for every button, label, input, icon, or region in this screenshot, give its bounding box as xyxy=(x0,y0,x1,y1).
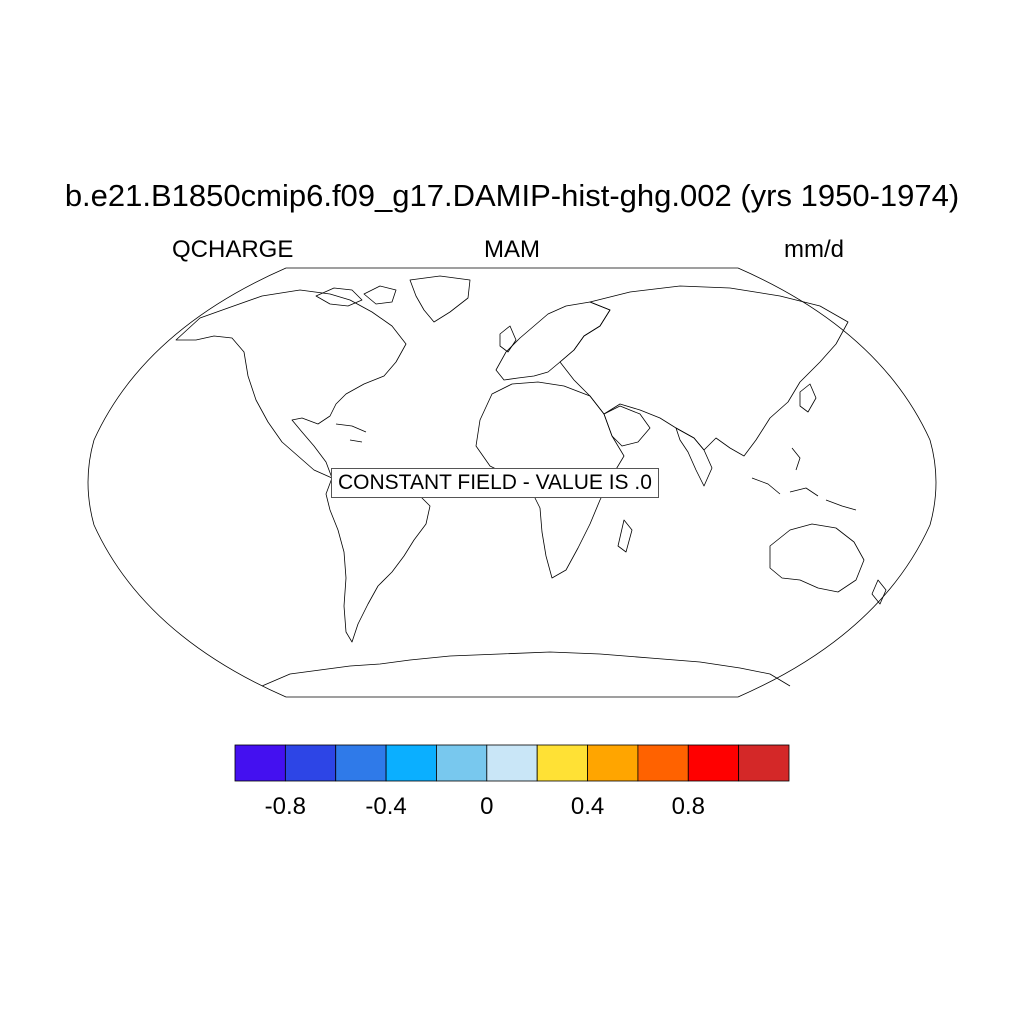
colorbar-box-1 xyxy=(284,744,337,782)
coast-se-asia-islands xyxy=(751,447,857,511)
colorbar-box-3 xyxy=(385,744,437,782)
coast-japan xyxy=(799,383,817,413)
constant-field-note: CONSTANT FIELD - VALUE IS .0 xyxy=(331,468,659,498)
coast-arctic-islands xyxy=(315,285,397,307)
units-label: mm/d xyxy=(784,236,844,263)
colorbar-box-8 xyxy=(637,744,689,782)
coast-caribbean xyxy=(335,423,367,443)
colorbar-box-7 xyxy=(587,744,639,782)
colorbar-box-4 xyxy=(436,744,488,782)
colorbar-tick-label: 0.8 xyxy=(672,793,705,820)
plot-title: b.e21.B1850cmip6.f09_g17.DAMIP-hist-ghg.… xyxy=(64,178,960,213)
colorbar-box-2 xyxy=(335,744,387,782)
variable-label: QCHARGE xyxy=(172,236,294,263)
colorbar-box-5 xyxy=(486,744,538,782)
colorbar-tick-label: -0.4 xyxy=(365,793,406,820)
season-label: MAM xyxy=(484,236,540,263)
colorbar-box-10 xyxy=(738,744,790,782)
coast-greenland xyxy=(409,275,471,323)
coast-british-isles xyxy=(499,325,517,353)
coast-asia xyxy=(559,285,849,457)
coast-madagascar xyxy=(617,519,633,553)
coast-india xyxy=(675,427,713,487)
colorbar-tick-label: 0.4 xyxy=(571,793,604,820)
coast-north-america xyxy=(175,289,407,479)
colorbar-box-6 xyxy=(536,744,588,782)
map-outline xyxy=(87,267,937,698)
colorbar-tick-label: 0 xyxy=(480,793,493,820)
colorbar-box-0 xyxy=(234,744,286,782)
colorbar-box-9 xyxy=(687,744,740,782)
colorbar-tick-label: -0.8 xyxy=(265,793,306,820)
coast-antarctica xyxy=(261,651,791,687)
coast-new-zealand xyxy=(871,579,887,605)
coast-arabia xyxy=(603,405,651,447)
coast-australia xyxy=(769,523,865,593)
